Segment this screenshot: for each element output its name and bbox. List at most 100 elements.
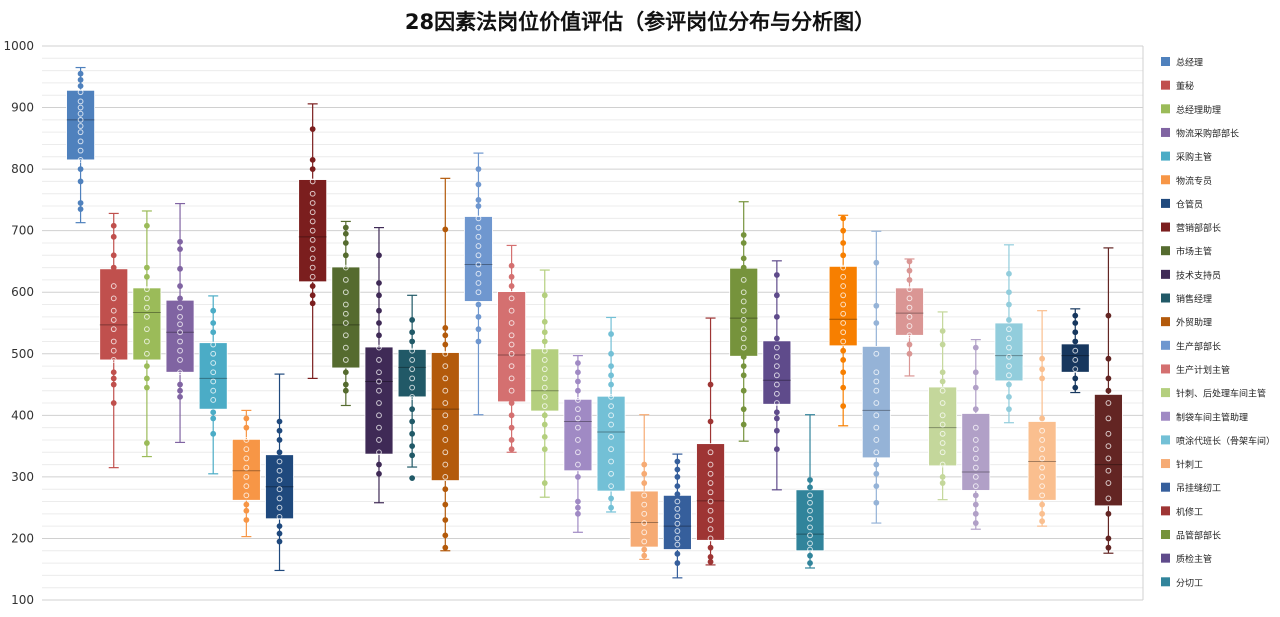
box-rect[interactable]	[1094, 394, 1123, 507]
box-group[interactable]	[795, 414, 825, 569]
box-group[interactable]	[563, 355, 593, 533]
box-group[interactable]	[861, 230, 891, 524]
legend-item[interactable]: 吊挂缝纫工	[1161, 482, 1221, 494]
data-point	[707, 526, 714, 533]
data-point	[376, 307, 382, 314]
legend-item[interactable]: 董秘	[1161, 80, 1194, 92]
legend-item[interactable]: 分切工	[1161, 577, 1203, 589]
box-group[interactable]	[497, 244, 527, 453]
box-rect[interactable]	[861, 345, 891, 459]
box-rect[interactable]	[696, 443, 725, 541]
legend-item[interactable]: 品管部部长	[1161, 530, 1221, 542]
box-rect[interactable]	[464, 216, 493, 302]
box-group[interactable]	[165, 202, 195, 444]
legend-item[interactable]: 总经理	[1161, 57, 1203, 69]
box-group[interactable]	[198, 295, 228, 475]
box-rect[interactable]	[331, 266, 361, 369]
data-point	[873, 387, 880, 394]
legend-item[interactable]: 仓管员	[1161, 198, 1203, 210]
box-group[interactable]	[928, 311, 958, 501]
box-group[interactable]	[464, 152, 493, 416]
box-group[interactable]	[828, 214, 858, 427]
legend-item[interactable]: 营销部部长	[1161, 222, 1221, 234]
legend-item[interactable]: 技术支持员	[1161, 269, 1221, 281]
legend-item[interactable]: 质检主管	[1161, 553, 1212, 565]
legend-item[interactable]: 物流采购部部长	[1161, 127, 1239, 139]
legend-item[interactable]: 机修工	[1161, 506, 1203, 518]
legend[interactable]: 总经理董秘总经理助理物流采购部部长采购主管物流专员仓管员营销部部长市场主管技术支…	[1161, 57, 1275, 589]
legend-item[interactable]: 总经理助理	[1161, 104, 1221, 116]
data-point	[77, 206, 84, 213]
box-group[interactable]	[596, 316, 626, 513]
legend-swatch	[1161, 175, 1170, 185]
legend-swatch	[1161, 57, 1170, 66]
data-point	[906, 267, 913, 274]
box-group[interactable]	[364, 226, 394, 504]
box-group[interactable]	[762, 260, 792, 491]
box-group[interactable]	[265, 373, 294, 572]
box-group[interactable]	[331, 220, 361, 407]
box-group[interactable]	[994, 244, 1024, 424]
box-rect[interactable]	[298, 179, 328, 283]
box-group[interactable]	[729, 201, 759, 442]
box-rect[interactable]	[729, 267, 759, 357]
box-rect[interactable]	[596, 395, 626, 492]
data-point	[939, 328, 946, 334]
box-rect[interactable]	[828, 265, 858, 347]
box-rect[interactable]	[530, 348, 560, 412]
box-group[interactable]	[132, 210, 162, 458]
data-point	[641, 529, 648, 536]
data-point	[342, 289, 349, 296]
legend-swatch	[1161, 127, 1170, 137]
legend-item[interactable]: 生产计划主管	[1161, 364, 1230, 376]
legend-item[interactable]: 喷涂代班长（骨架车间）	[1161, 435, 1275, 447]
box-group[interactable]	[696, 317, 725, 566]
data-point	[276, 504, 283, 511]
box-group[interactable]	[231, 409, 261, 538]
legend-item[interactable]: 生产部部长	[1161, 340, 1221, 352]
data-point	[674, 560, 681, 566]
box-rect[interactable]	[430, 352, 460, 481]
legend-item[interactable]: 市场主管	[1161, 246, 1212, 258]
box-group[interactable]	[1060, 308, 1090, 394]
data-point	[873, 499, 880, 506]
legend-item[interactable]: 采购主管	[1161, 151, 1212, 163]
data-point	[541, 338, 548, 345]
box-group[interactable]	[66, 66, 95, 224]
box-rect[interactable]	[132, 287, 162, 361]
box-rect[interactable]	[795, 489, 825, 552]
data-point	[508, 446, 515, 453]
box-rect[interactable]	[928, 386, 958, 467]
box-rect[interactable]	[198, 342, 228, 410]
box-group[interactable]	[530, 269, 560, 498]
box-group[interactable]	[961, 339, 991, 530]
legend-item[interactable]: 针刺工	[1161, 459, 1203, 471]
box-group[interactable]	[1027, 310, 1057, 527]
data-point	[376, 449, 382, 456]
data-point	[143, 384, 150, 391]
box-group[interactable]	[430, 177, 460, 552]
box-rect[interactable]	[563, 398, 593, 472]
box-rect[interactable]	[99, 268, 129, 361]
data-point	[442, 532, 449, 539]
legend-item[interactable]: 制袋车间主管助理	[1161, 411, 1248, 423]
box-group[interactable]	[397, 294, 427, 482]
box-group[interactable]	[298, 103, 328, 379]
legend-item[interactable]: 销售经理	[1161, 293, 1212, 305]
data-point	[1006, 289, 1012, 296]
legend-item[interactable]: 针刺、后处理车间主管	[1161, 388, 1266, 400]
box-group[interactable]	[99, 212, 129, 469]
box-group[interactable]	[629, 414, 659, 560]
box-rect[interactable]	[994, 322, 1024, 382]
data-point	[143, 222, 150, 229]
box-group[interactable]	[662, 453, 692, 579]
box-rect[interactable]	[66, 89, 95, 161]
legend-item[interactable]: 外贸助理	[1161, 317, 1212, 329]
box-rect[interactable]	[165, 299, 195, 373]
box-group[interactable]	[1094, 247, 1123, 554]
data-point	[342, 252, 349, 259]
box-group[interactable]	[895, 258, 924, 377]
data-point	[508, 437, 515, 443]
data-point	[939, 449, 946, 456]
legend-item[interactable]: 物流专员	[1161, 175, 1212, 187]
